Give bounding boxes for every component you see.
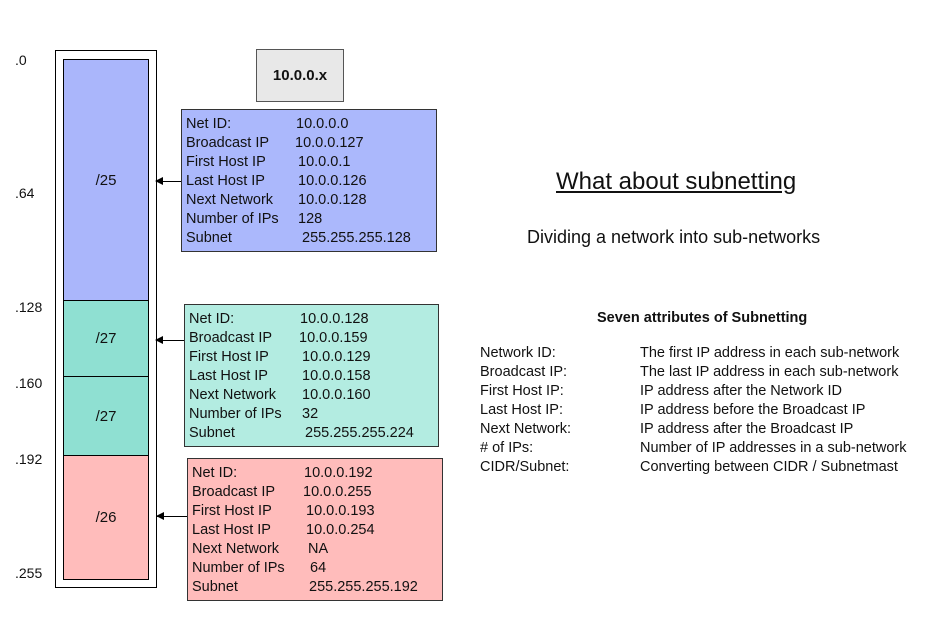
row-key: Next Network [186, 192, 274, 208]
segment-label: /25 [95, 171, 117, 189]
row-value: 128 [298, 211, 323, 227]
segment-25: /25 [63, 59, 149, 301]
row-key: Subnet [189, 425, 235, 441]
attribute-term: Next Network: [480, 421, 572, 437]
attribute-term: First Host IP: [480, 383, 564, 399]
scale-tick-160: .160 [15, 375, 43, 391]
row-value: 10.0.0.0 [296, 116, 349, 132]
row-value: NA [308, 541, 329, 557]
row-key: Subnet [192, 579, 238, 595]
segment-27-a: /27 [63, 300, 149, 377]
row-value: 10.0.0.126 [298, 173, 367, 189]
row-value: 10.0.0.129 [302, 349, 371, 365]
slide-title: What about subnetting [556, 168, 797, 195]
row-key: Net ID: [186, 116, 232, 132]
segment-27-b: /27 [63, 376, 149, 456]
row-key: Last Host IP [189, 368, 268, 384]
row-value: 64 [310, 560, 327, 576]
attribute-description: The first IP address in each sub-network [640, 345, 900, 361]
row-key: First Host IP [192, 503, 272, 519]
subnet-box-27: Net ID: 10.0.0.128 Broadcast IP 10.0.0.1… [184, 304, 439, 447]
segment-label: /27 [95, 407, 117, 425]
row-key: Broadcast IP [186, 135, 270, 151]
row-value: 255.255.255.224 [305, 425, 414, 441]
row-value: 10.0.0.158 [302, 368, 371, 384]
row-value: 10.0.0.127 [295, 135, 364, 151]
row-value: 10.0.0.193 [306, 503, 375, 519]
row-key: Number of IPs [186, 211, 279, 227]
segment-label: /27 [95, 330, 117, 347]
row-value: 10.0.0.1 [298, 154, 351, 170]
row-key: Broadcast IP [189, 330, 273, 346]
segment-label: /26 [95, 509, 117, 526]
scale-tick-0: .0 [15, 52, 27, 68]
row-value: 10.0.0.254 [306, 522, 375, 538]
attribute-description: Converting between CIDR / Subnetmast [640, 459, 898, 475]
row-value: 255.255.255.192 [309, 579, 418, 595]
row-key: Net ID: [192, 465, 238, 481]
subnet-box-25: Net ID: 10.0.0.0 Broadcast IP 10.0.0.127… [181, 109, 437, 252]
network-label-box: 10.0.0.x [256, 49, 344, 102]
attribute-term: CIDR/Subnet: [480, 459, 570, 475]
row-key: First Host IP [189, 349, 269, 365]
row-key: Next Network [192, 541, 280, 557]
attribute-description: Number of IP addresses in a sub-network [640, 440, 907, 456]
arrow-left-icon [156, 512, 187, 520]
arrow-left-icon [155, 336, 184, 344]
attribute-description: IP address before the Broadcast IP [640, 402, 866, 418]
row-value: 255.255.255.128 [302, 230, 411, 246]
row-key: Number of IPs [192, 560, 285, 576]
row-key: Subnet [186, 230, 232, 246]
row-value: 10.0.0.128 [300, 311, 369, 327]
slide-subtitle: Dividing a network into sub-networks [527, 227, 821, 247]
attribute-description: The last IP address in each sub-network [640, 364, 899, 380]
row-key: Net ID: [189, 311, 235, 327]
row-key: Broadcast IP [192, 484, 276, 500]
attribute-description: IP address after the Network ID [640, 383, 843, 399]
row-key: Last Host IP [192, 522, 271, 538]
row-key: Next Network [189, 387, 277, 403]
row-value: 10.0.0.128 [298, 192, 367, 208]
row-key: Number of IPs [189, 406, 282, 422]
row-value: 10.0.0.192 [304, 465, 373, 481]
arrow-left-icon [155, 177, 181, 185]
scale-tick-192: .192 [15, 451, 43, 467]
row-value: 32 [302, 406, 319, 422]
row-key: First Host IP [186, 154, 266, 170]
segment-26: /26 [63, 455, 149, 580]
scale-tick-128: .128 [15, 299, 43, 315]
attribute-term: Network ID: [480, 345, 556, 361]
row-value: 10.0.0.159 [299, 330, 368, 346]
attribute-term: Last Host IP: [480, 402, 564, 418]
attribute-term: Broadcast IP: [480, 364, 568, 380]
row-key: Last Host IP [186, 173, 265, 189]
scale-tick-255: .255 [15, 565, 43, 581]
attribute-term: # of IPs: [480, 440, 534, 456]
row-value: 10.0.0.255 [303, 484, 372, 500]
row-value: 10.0.0.160 [302, 387, 371, 403]
scale-tick-64: .64 [15, 185, 35, 201]
attribute-description: IP address after the Broadcast IP [640, 421, 854, 437]
subnet-box-26: Net ID: 10.0.0.192 Broadcast IP 10.0.0.2… [187, 458, 443, 601]
attributes-heading: Seven attributes of Subnetting [597, 310, 808, 326]
